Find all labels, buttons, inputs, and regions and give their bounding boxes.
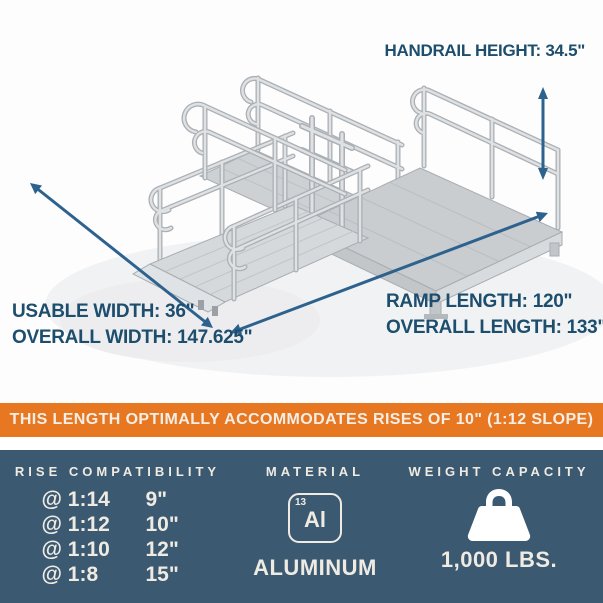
length-arrow bbox=[230, 211, 548, 335]
rise-value: 15" bbox=[145, 563, 179, 586]
platform-leg bbox=[549, 242, 560, 257]
material-column: MATERIAL 13 Al ALUMINUM bbox=[235, 450, 395, 603]
weight-capacity-column: WEIGHT CAPACITY 1,000 LBS. bbox=[395, 450, 603, 603]
handrail-height-arrow bbox=[538, 87, 548, 180]
ramp-length-label: RAMP LENGTH: 120" bbox=[386, 291, 573, 312]
weight-capacity-title: WEIGHT CAPACITY bbox=[408, 464, 590, 479]
rise-ratio: @ 1:12 bbox=[41, 513, 110, 536]
rise-ratio: @ 1:10 bbox=[41, 538, 110, 561]
slope-banner-text: THIS LENGTH OPTIMALLY ACCOMMODATES RISES… bbox=[9, 411, 594, 428]
platform-foot bbox=[424, 314, 448, 319]
ramp-near-handrail bbox=[222, 163, 371, 302]
aluminum-element-icon: 13 Al bbox=[288, 493, 342, 543]
element-number: 13 bbox=[295, 497, 307, 508]
spec-panel: RISE COMPATIBILITY @ 1:14 9" @ 1:12 10" … bbox=[0, 450, 603, 603]
ramp-plank bbox=[194, 224, 339, 288]
overall-width-label: OVERALL WIDTH: 147.625" bbox=[12, 327, 253, 348]
walkway-near-handrail bbox=[181, 101, 348, 213]
platform-handrail bbox=[410, 85, 561, 231]
rise-value: 10" bbox=[145, 513, 179, 536]
platform-plank bbox=[389, 181, 531, 248]
dimension-arrows bbox=[30, 87, 548, 335]
ramp-far-handrail bbox=[148, 130, 296, 265]
material-title: MATERIAL bbox=[265, 464, 365, 479]
rise-row: @ 1:8 15" bbox=[42, 562, 194, 587]
width-arrow bbox=[30, 183, 213, 328]
floor-shadow-2 bbox=[60, 278, 320, 362]
usable-width-label: USABLE WIDTH: 36" bbox=[12, 301, 195, 322]
rise-row: @ 1:12 10" bbox=[42, 512, 194, 537]
weight-capacity-value: 1,000 LBS. bbox=[440, 547, 558, 572]
ramp-leg bbox=[198, 300, 204, 310]
ramp-illustration bbox=[30, 75, 603, 377]
slope-banner: THIS LENGTH OPTIMALLY ACCOMMODATES RISES… bbox=[0, 403, 603, 437]
rise-value: 12" bbox=[145, 538, 179, 561]
rise-ratio: @ 1:8 bbox=[41, 563, 99, 586]
element-symbol: Al bbox=[304, 507, 326, 532]
overall-length-label: OVERALL LENGTH: 133" bbox=[386, 317, 603, 338]
ramp-diagram: HANDRAIL HEIGHT: 34.5" USABLE WIDTH: 36"… bbox=[12, 41, 603, 377]
weight-icon bbox=[467, 489, 531, 541]
rise-compatibility-table: @ 1:14 9" @ 1:12 10" @ 1:10 12" @ 1:8 15… bbox=[42, 487, 194, 587]
rise-ratio: @ 1:14 bbox=[41, 488, 110, 511]
rise-row: @ 1:10 12" bbox=[42, 537, 194, 562]
ramp-plank bbox=[179, 217, 324, 280]
platform-plank bbox=[358, 196, 500, 262]
rise-row: @ 1:14 9" bbox=[42, 487, 194, 512]
rise-compatibility-title: RISE COMPATIBILITY bbox=[14, 464, 221, 479]
ramp-leg bbox=[212, 306, 218, 316]
rise-compatibility-column: RISE COMPATIBILITY @ 1:14 9" @ 1:12 10" … bbox=[0, 450, 235, 603]
ramp-structure bbox=[131, 75, 564, 319]
platform-plank bbox=[328, 210, 468, 277]
handrail-height-label: HANDRAIL HEIGHT: 34.5" bbox=[384, 41, 586, 60]
ramp-surface bbox=[131, 204, 370, 316]
rise-value: 9" bbox=[145, 488, 168, 511]
material-name: ALUMINUM bbox=[253, 555, 377, 580]
